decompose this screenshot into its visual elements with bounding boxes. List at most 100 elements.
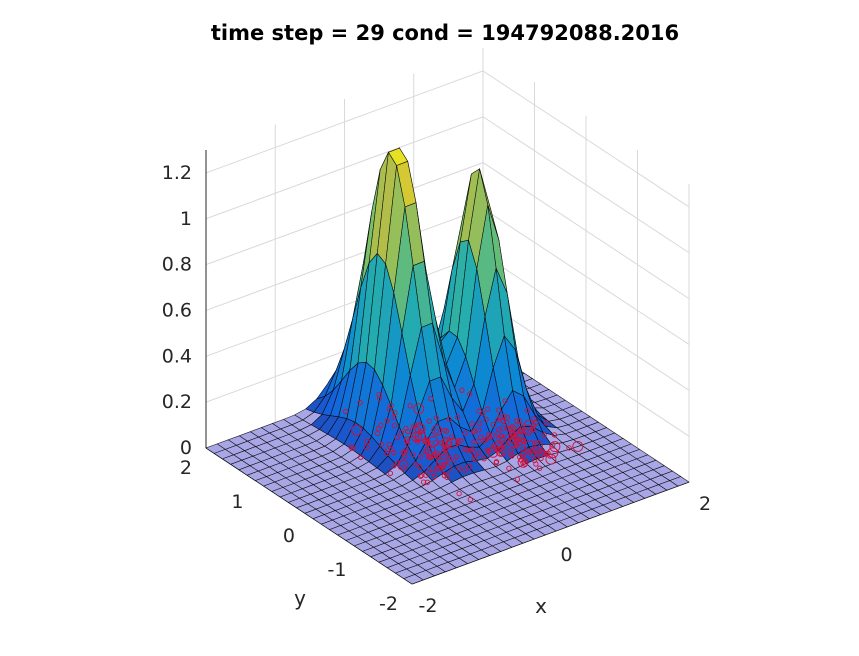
scatter-point: [417, 473, 424, 479]
scatter-point: [424, 479, 431, 485]
scatter-point: [413, 461, 419, 467]
scatter-point: [433, 415, 439, 421]
scatter-point: [466, 464, 472, 470]
scatter-point: [420, 479, 427, 485]
scatter-point: [417, 464, 423, 470]
scatter-point: [531, 457, 538, 464]
scatter-point: [445, 453, 451, 459]
scatter-point: [517, 456, 529, 468]
scatter-point: [414, 439, 421, 445]
scatter-point: [389, 446, 395, 453]
scatter-point: [476, 408, 482, 414]
z-tick-label: 0.4: [162, 345, 192, 367]
scatter-point: [511, 425, 517, 431]
x-tick-label: -2: [419, 595, 438, 617]
scatter-point: [431, 473, 438, 480]
scatter-point: [462, 446, 468, 453]
scatter-point: [519, 428, 525, 434]
scatter-point: [442, 437, 448, 443]
scatter-point: [476, 450, 482, 457]
scatter-point: [471, 453, 478, 459]
scatter-point: [426, 418, 432, 424]
scatter-points: [342, 387, 584, 503]
scatter-point: [358, 454, 364, 460]
scatter-point: [524, 407, 531, 414]
scatter-point: [455, 414, 461, 421]
scatter-point: [537, 465, 543, 471]
scatter-point: [428, 396, 434, 402]
scatter-point: [433, 428, 440, 434]
scatter-point: [471, 439, 477, 445]
scatter-point: [486, 448, 492, 455]
scatter-point: [495, 445, 507, 457]
scatter-point: [550, 442, 556, 448]
scatter-point: [498, 450, 504, 457]
scatter-point: [443, 428, 450, 434]
scatter-point: [541, 432, 547, 438]
scatter-point: [424, 437, 430, 443]
scatter-point: [357, 399, 363, 406]
scatter-point: [417, 453, 424, 459]
scatter-point: [508, 451, 514, 457]
scatter-point: [493, 459, 500, 465]
scatter-point: [527, 448, 534, 454]
scatter-point: [549, 441, 561, 453]
scatter-point: [500, 425, 506, 431]
scatter-point: [517, 418, 523, 424]
scatter-point: [453, 453, 460, 460]
scatter-point: [387, 470, 394, 476]
scatter-point: [446, 416, 452, 423]
scatter-point: [376, 395, 383, 402]
scatter-point: [481, 438, 488, 444]
scatter-point: [392, 409, 398, 416]
scatter-point: [456, 465, 462, 471]
scatter-point: [513, 418, 519, 424]
z-tick-label: 1: [180, 208, 192, 230]
scatter-point: [481, 456, 487, 462]
scatter-point: [455, 440, 461, 446]
scatter-point: [415, 421, 422, 427]
scatter-point: [405, 428, 411, 435]
scatter-point: [376, 391, 382, 398]
scatter-point: [530, 426, 536, 433]
z-tick-label: 0: [180, 437, 192, 459]
scatter-point: [388, 402, 394, 409]
scatter-point: [443, 446, 449, 452]
y-tick-label: 1: [231, 491, 243, 513]
scatter-point: [520, 437, 527, 443]
z-tick-label: 0.6: [162, 299, 192, 321]
scatter-point: [394, 434, 400, 441]
scatter-point: [378, 422, 384, 428]
scatter-point: [506, 465, 512, 471]
scatter-point: [342, 408, 349, 415]
scatter-point: [398, 430, 405, 436]
scatter-point: [351, 424, 363, 436]
scatter-point: [508, 447, 514, 454]
scatter-point: [391, 463, 397, 469]
scatter-point: [491, 443, 497, 449]
scatter-point: [432, 440, 438, 446]
scatter-point: [364, 438, 371, 445]
y-tick-label: 2: [180, 457, 192, 479]
scatter-point: [438, 440, 444, 446]
scatter-point: [414, 423, 426, 435]
scatter-point: [524, 439, 536, 451]
scatter-point: [514, 476, 521, 482]
scatter-point: [404, 441, 411, 447]
scatter-point: [433, 465, 440, 472]
scatter-point: [451, 457, 457, 463]
scatter-point: [379, 441, 385, 447]
scatter-point: [467, 496, 473, 503]
scatter-point: [484, 447, 491, 453]
scatter-point: [441, 473, 448, 479]
scatter-point: [476, 438, 482, 444]
scatter-point: [467, 391, 473, 397]
scatter-point: [397, 459, 409, 471]
scatter-point: [531, 415, 537, 422]
scatter-point: [462, 430, 468, 437]
scatter-point: [384, 418, 390, 424]
scatter-point: [507, 436, 519, 448]
scatter-point: [391, 423, 398, 429]
